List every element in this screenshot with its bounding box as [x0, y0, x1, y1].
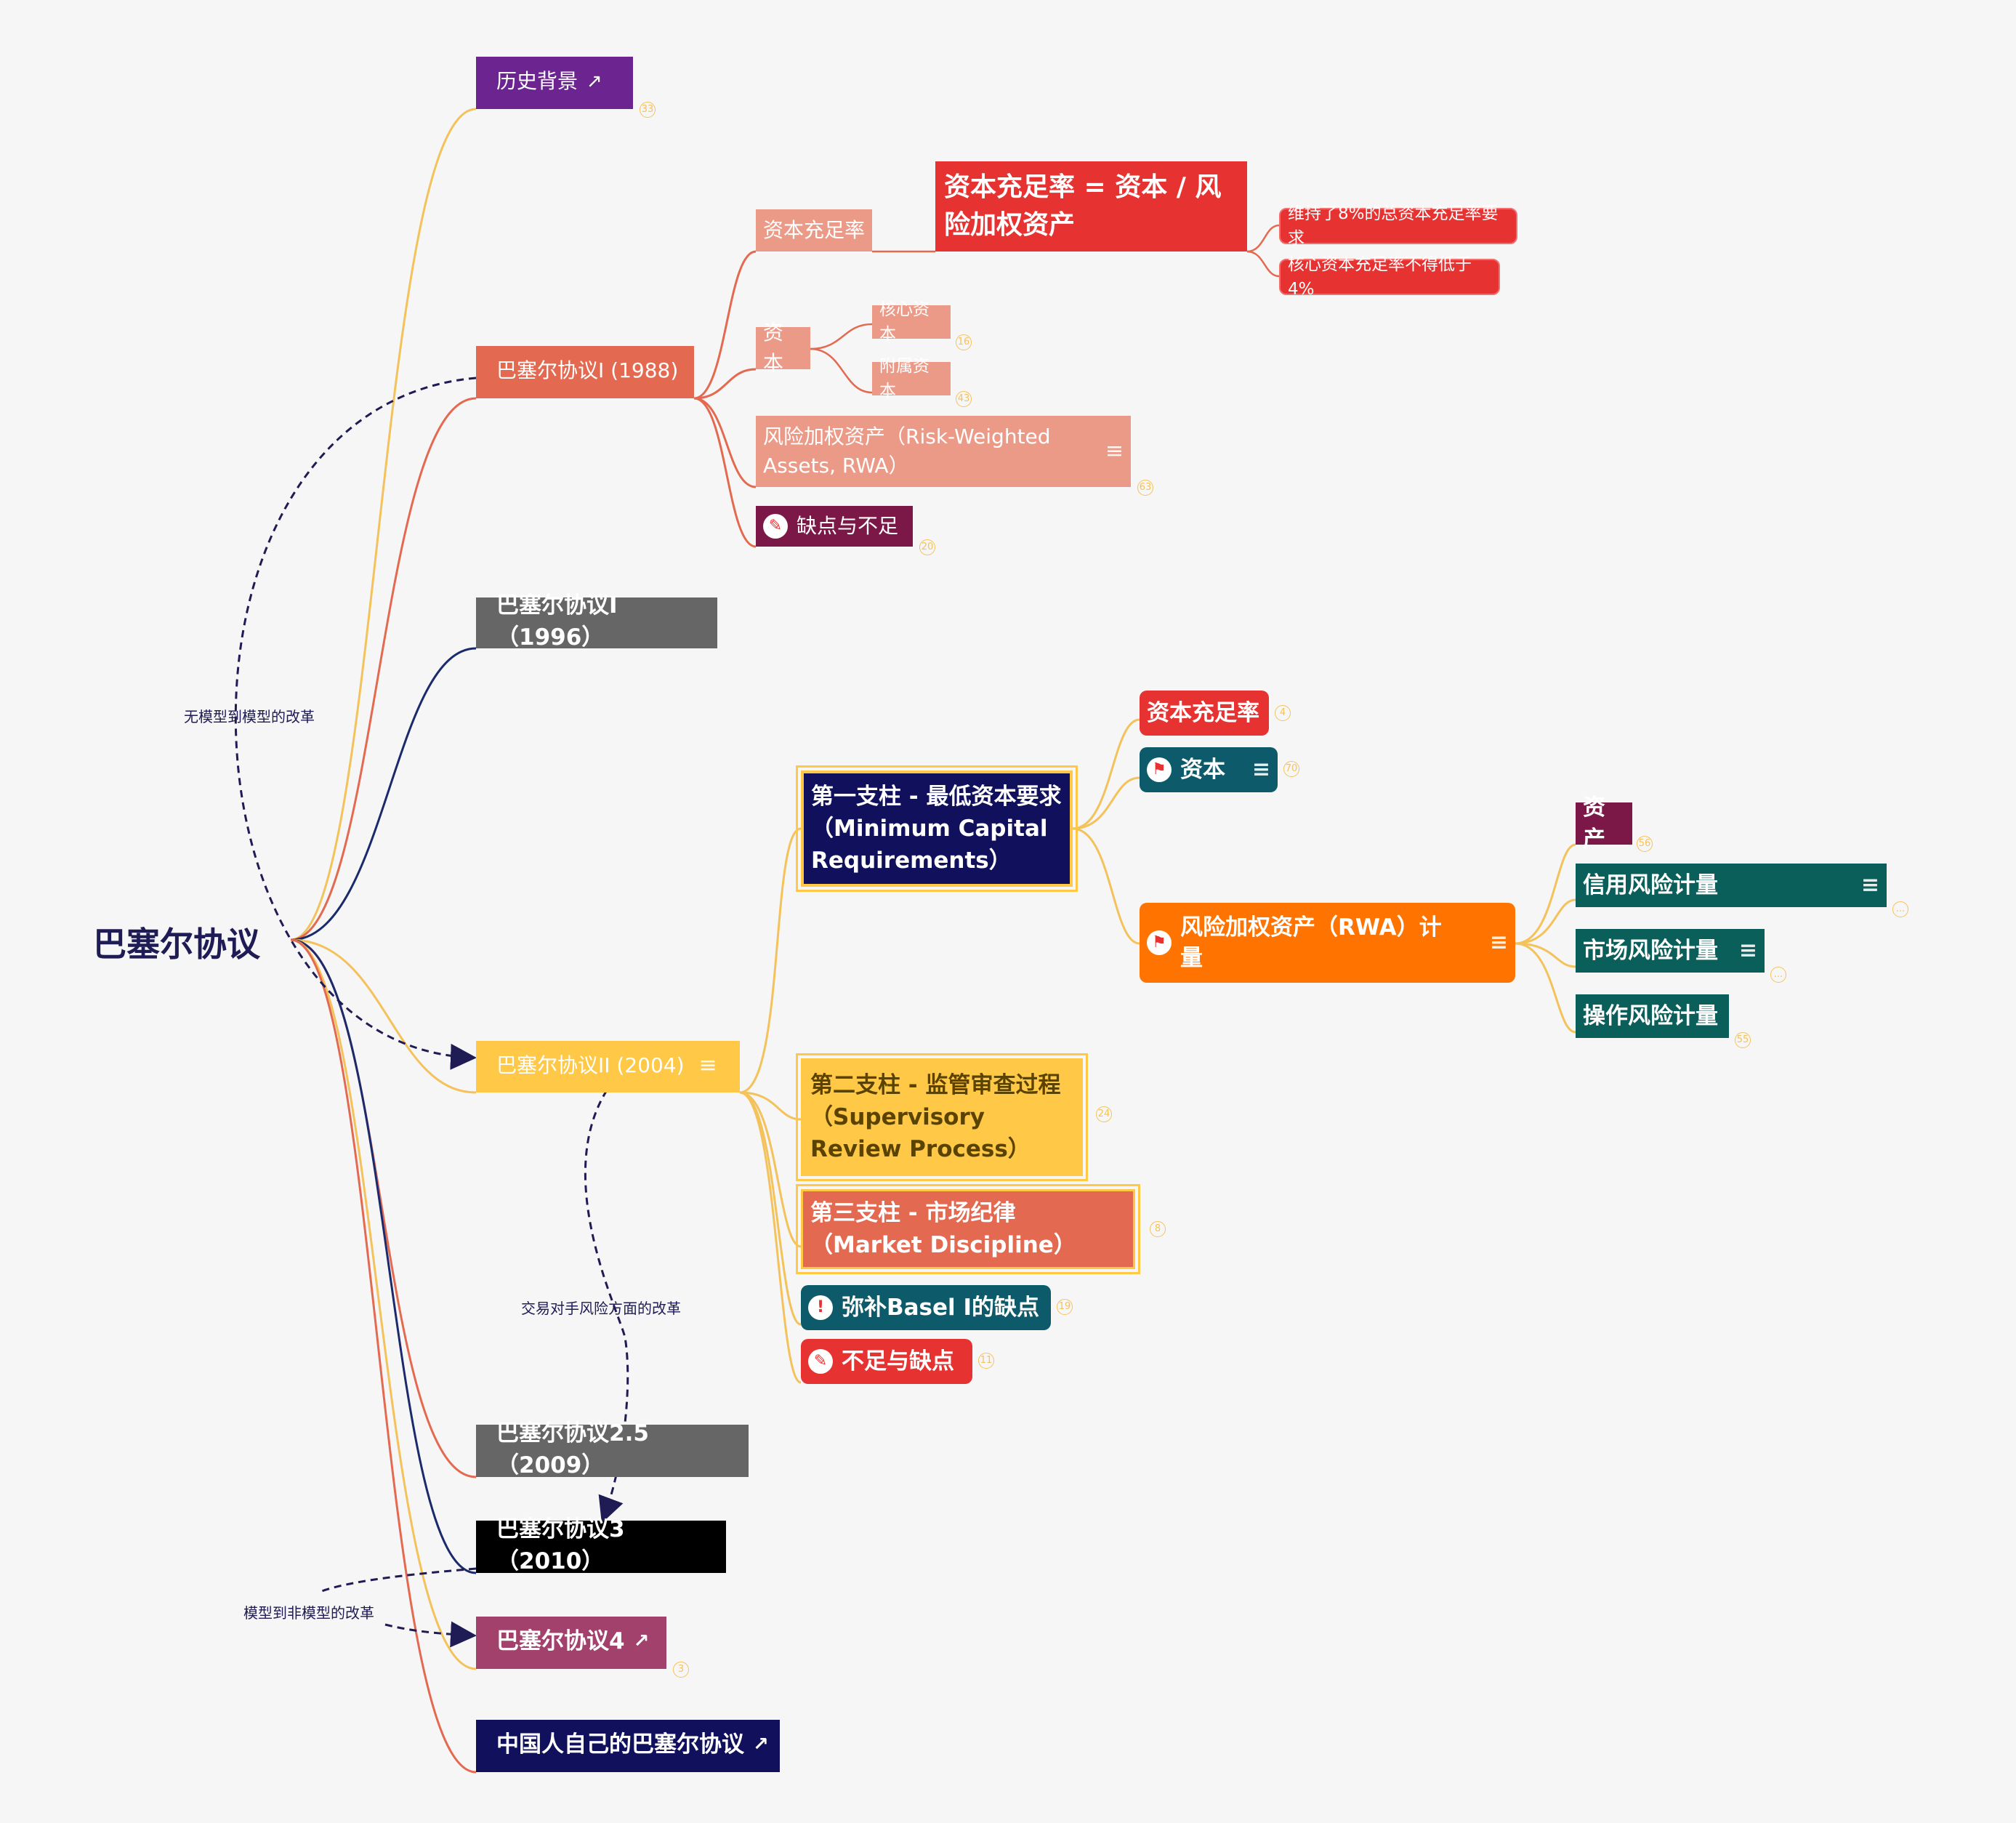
topic-b1-req8[interactable]: 维持了8%的总资本充足率要求	[1279, 204, 1517, 248]
root-topic[interactable]: 巴塞尔协议	[93, 925, 260, 964]
topic-p1-assets[interactable]: 资产	[1576, 794, 1632, 853]
notes-icon[interactable]: ≡	[1489, 930, 1508, 955]
external-link-icon[interactable]: ↗	[753, 1734, 769, 1755]
topic-basel1[interactable]: 巴塞尔协议I (1988)	[476, 346, 694, 398]
badge-pillar3[interactable]: 8	[1150, 1221, 1166, 1237]
topic-basel3[interactable]: 巴塞尔协议3（2010）	[476, 1516, 726, 1574]
badge-p1-credit[interactable]: ...	[1892, 901, 1908, 917]
badge-p1-market[interactable]: ...	[1770, 967, 1786, 983]
pin-icon: ✎	[763, 514, 788, 539]
flag-icon: ⚑	[1147, 757, 1172, 782]
external-link-icon[interactable]: ↗	[586, 71, 602, 92]
branch-basel3	[290, 938, 477, 1574]
pin-icon: ✎	[808, 1349, 833, 1374]
badge-b1-supp[interactable]: 43	[956, 391, 972, 407]
topic-basel2[interactable]: 巴塞尔协议II (2004) ≡	[476, 1041, 740, 1092]
badge-b2-defects[interactable]: 11	[978, 1353, 994, 1369]
badge-p1-car[interactable]: 4	[1275, 705, 1291, 721]
topic-basel4[interactable]: 巴塞尔协议4 ↗	[476, 1617, 666, 1669]
topic-p1-car[interactable]: 资本充足率	[1140, 691, 1269, 736]
topic-p1-capital[interactable]: ⚑ 资本 ≡	[1140, 747, 1278, 792]
topic-basel25[interactable]: 巴塞尔协议2.5（2009）	[476, 1420, 749, 1478]
topic-pillar3[interactable]: 第三支柱 - 市场纪律（Market Discipline）	[796, 1184, 1140, 1274]
exclamation-icon: !	[808, 1295, 833, 1320]
notes-icon[interactable]: ≡	[1860, 872, 1879, 898]
badge-b1-core[interactable]: 16	[956, 334, 972, 350]
notes-icon[interactable]: ≡	[1251, 757, 1270, 782]
flag-icon: ⚑	[1147, 930, 1172, 955]
relation-label-counterparty[interactable]: 交易对手风险方面的改革	[521, 1300, 681, 1317]
branch-basel1996	[290, 647, 477, 941]
badge-b1-defects[interactable]: 20	[919, 539, 935, 555]
branch-basel1	[290, 397, 477, 941]
topic-chinese[interactable]: 中国人自己的巴塞尔协议 ↗	[476, 1720, 780, 1772]
notes-icon[interactable]: ≡	[1738, 938, 1757, 963]
relation-label-nonmodel[interactable]: 模型到非模型的改革	[243, 1604, 374, 1622]
relation-1-line	[234, 377, 477, 1070]
topic-pillar1[interactable]: 第一支柱 - 最低资本要求（Minimum Capital Requiremen…	[796, 765, 1078, 892]
topic-b1-core[interactable]: 核心资本	[872, 300, 951, 344]
badge-p1-oper[interactable]: 55	[1735, 1032, 1751, 1048]
badge-basel4[interactable]: 3	[673, 1662, 689, 1678]
relation-3-line	[319, 1567, 477, 1593]
topic-pillar2[interactable]: 第二支柱 - 监管审查过程（Supervisory Review Process…	[796, 1053, 1088, 1181]
topic-b2-defects[interactable]: ✎ 不足与缺点	[801, 1339, 972, 1384]
notes-icon[interactable]: ≡	[1105, 438, 1124, 464]
topic-b1-car[interactable]: 资本充足率	[756, 209, 872, 251]
branch-basel4	[290, 938, 477, 1670]
badge-pillar2[interactable]: 24	[1096, 1106, 1112, 1122]
badge-history[interactable]: 33	[640, 102, 656, 118]
topic-b1-formula[interactable]: 资本充足率 = 资本 / 风险加权资产	[935, 161, 1247, 251]
badge-b1-rwa[interactable]: 63	[1137, 480, 1153, 496]
topic-p1-market[interactable]: 市场风险计量 ≡	[1576, 929, 1765, 973]
branch-basel2	[290, 938, 477, 1094]
badge-b2-fix[interactable]: 19	[1057, 1299, 1073, 1315]
branch-chinese	[290, 938, 477, 1774]
notes-icon[interactable]: ≡	[698, 1052, 717, 1078]
badge-p1-assets[interactable]: 56	[1637, 836, 1653, 852]
badge-p1-capital[interactable]: 70	[1283, 761, 1299, 777]
topic-p1-credit[interactable]: 信用风险计量 ≡	[1576, 864, 1887, 907]
topic-b1-rwa[interactable]: 风险加权资产（Risk-Weighted Assets, RWA） ≡	[756, 416, 1131, 487]
topic-b1-supp[interactable]: 附属资本	[872, 357, 951, 401]
topic-b2-fix[interactable]: ! 弥补Basel I的缺点	[801, 1285, 1051, 1330]
topic-basel1-1996[interactable]: 巴塞尔协议I（1996）	[476, 592, 717, 651]
topic-b1-req4[interactable]: 核心资本充足率不得低于4%	[1279, 255, 1500, 299]
topic-p1-rwa[interactable]: ⚑ 风险加权资产（RWA）计量 ≡	[1140, 903, 1515, 983]
topic-b1-defects[interactable]: ✎ 缺点与不足	[756, 506, 913, 547]
relation-3-line-b	[384, 1621, 477, 1648]
branch-history	[290, 108, 477, 941]
topic-history[interactable]: 历史背景 ↗	[476, 57, 633, 109]
topic-b1-capital[interactable]: 资本	[756, 321, 810, 375]
topic-p1-oper[interactable]: 操作风险计量	[1576, 994, 1729, 1038]
external-link-icon[interactable]: ↗	[633, 1630, 650, 1652]
relation-label-model[interactable]: 无模型到模型的改革	[184, 708, 315, 725]
